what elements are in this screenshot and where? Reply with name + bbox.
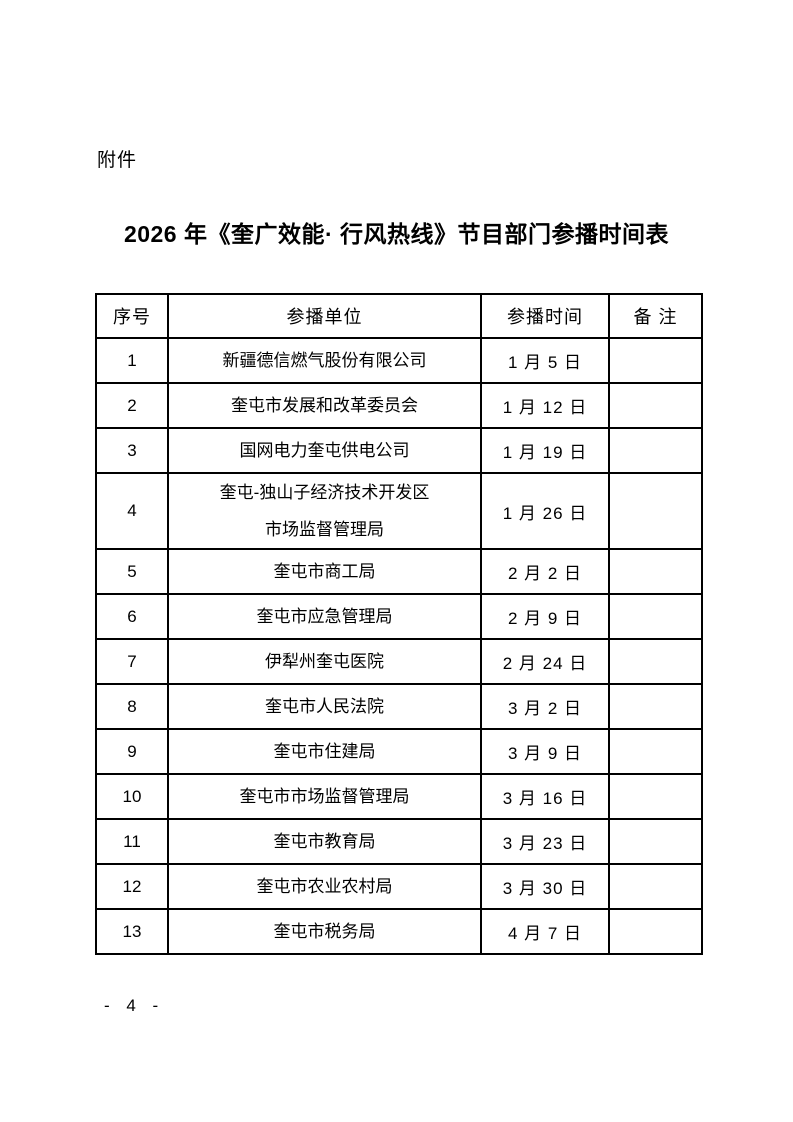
row-no: 6 [95, 593, 169, 640]
row-unit: 奎屯-独山子经济技术开发区 市场监督管理局 [167, 472, 482, 550]
row-no: 3 [95, 427, 169, 474]
table-row: 6 奎屯市应急管理局 2 月 9 日 [95, 593, 703, 640]
row-unit: 奎屯市人民法院 [167, 683, 482, 730]
row-unit: 新疆德信燃气股份有限公司 [167, 337, 482, 384]
row-note [608, 337, 703, 384]
row-note [608, 728, 703, 775]
header-row: 序号 参播单位 参播时间 备 注 [95, 293, 703, 339]
column-header-unit: 参播单位 [167, 293, 482, 339]
row-time: 3 月 30 日 [480, 863, 610, 910]
row-unit: 奎屯市农业农村局 [167, 863, 482, 910]
row-no: 1 [95, 337, 169, 384]
row-unit: 奎屯市商工局 [167, 548, 482, 595]
row-unit: 国网电力奎屯供电公司 [167, 427, 482, 474]
table-row: 10 奎屯市市场监督管理局 3 月 16 日 [95, 773, 703, 820]
table-row: 4 奎屯-独山子经济技术开发区 市场监督管理局 1 月 26 日 [95, 472, 703, 550]
table-row: 8 奎屯市人民法院 3 月 2 日 [95, 683, 703, 730]
row-note [608, 818, 703, 865]
row-note [608, 382, 703, 429]
row-no: 13 [95, 908, 169, 955]
row-no: 7 [95, 638, 169, 685]
column-header-index: 序号 [95, 293, 169, 339]
table-row: 3 国网电力奎屯供电公司 1 月 19 日 [95, 427, 703, 474]
attachment-label: 附件 [97, 150, 138, 171]
row-no: 10 [95, 773, 169, 820]
row-unit: 奎屯市应急管理局 [167, 593, 482, 640]
row-note [608, 863, 703, 910]
row-note [608, 908, 703, 955]
table-row: 13 奎屯市税务局 4 月 7 日 [95, 908, 703, 955]
column-header-time: 参播时间 [480, 293, 610, 339]
row-unit: 奎屯市教育局 [167, 818, 482, 865]
table-row: 11 奎屯市教育局 3 月 23 日 [95, 818, 703, 865]
row-note [608, 427, 703, 474]
row-unit: 伊犁州奎屯医院 [167, 638, 482, 685]
column-header-note: 备 注 [608, 293, 703, 339]
row-note [608, 548, 703, 595]
row-time: 3 月 23 日 [480, 818, 610, 865]
table-body: 1 新疆德信燃气股份有限公司 1 月 5 日 2 奎屯市发展和改革委员会 1 月… [95, 337, 703, 955]
row-no: 2 [95, 382, 169, 429]
row-no: 8 [95, 683, 169, 730]
row-time: 4 月 7 日 [480, 908, 610, 955]
row-no: 9 [95, 728, 169, 775]
row-time: 2 月 9 日 [480, 593, 610, 640]
row-note [608, 638, 703, 685]
row-note [608, 472, 703, 550]
row-unit: 奎屯市市场监督管理局 [167, 773, 482, 820]
page-number: - 4 - [104, 996, 165, 1015]
row-note [608, 773, 703, 820]
row-no: 12 [95, 863, 169, 910]
table-row: 7 伊犁州奎屯医院 2 月 24 日 [95, 638, 703, 685]
row-unit: 奎屯市住建局 [167, 728, 482, 775]
row-time: 1 月 5 日 [480, 337, 610, 384]
row-unit: 奎屯市税务局 [167, 908, 482, 955]
table-row: 12 奎屯市农业农村局 3 月 30 日 [95, 863, 703, 910]
row-time: 2 月 24 日 [480, 638, 610, 685]
broadcast-schedule-table: 序号 参播单位 参播时间 备 注 1 新疆德信燃气股份有限公司 1 月 5 日 … [95, 293, 703, 955]
table-header: 序号 参播单位 参播时间 备 注 [95, 293, 703, 339]
table-row: 9 奎屯市住建局 3 月 9 日 [95, 728, 703, 775]
row-time: 1 月 26 日 [480, 472, 610, 550]
page-title: 2026 年《奎广效能· 行风热线》节目部门参播时间表 [123, 221, 670, 247]
row-note [608, 683, 703, 730]
row-no: 4 [95, 472, 169, 550]
row-note [608, 593, 703, 640]
row-unit: 奎屯市发展和改革委员会 [167, 382, 482, 429]
table-row: 5 奎屯市商工局 2 月 2 日 [95, 548, 703, 595]
row-time: 1 月 12 日 [480, 382, 610, 429]
row-time: 3 月 2 日 [480, 683, 610, 730]
row-no: 11 [95, 818, 169, 865]
row-time: 3 月 9 日 [480, 728, 610, 775]
row-time: 2 月 2 日 [480, 548, 610, 595]
row-time: 3 月 16 日 [480, 773, 610, 820]
row-no: 5 [95, 548, 169, 595]
table-row: 1 新疆德信燃气股份有限公司 1 月 5 日 [95, 337, 703, 384]
table-row: 2 奎屯市发展和改革委员会 1 月 12 日 [95, 382, 703, 429]
row-time: 1 月 19 日 [480, 427, 610, 474]
